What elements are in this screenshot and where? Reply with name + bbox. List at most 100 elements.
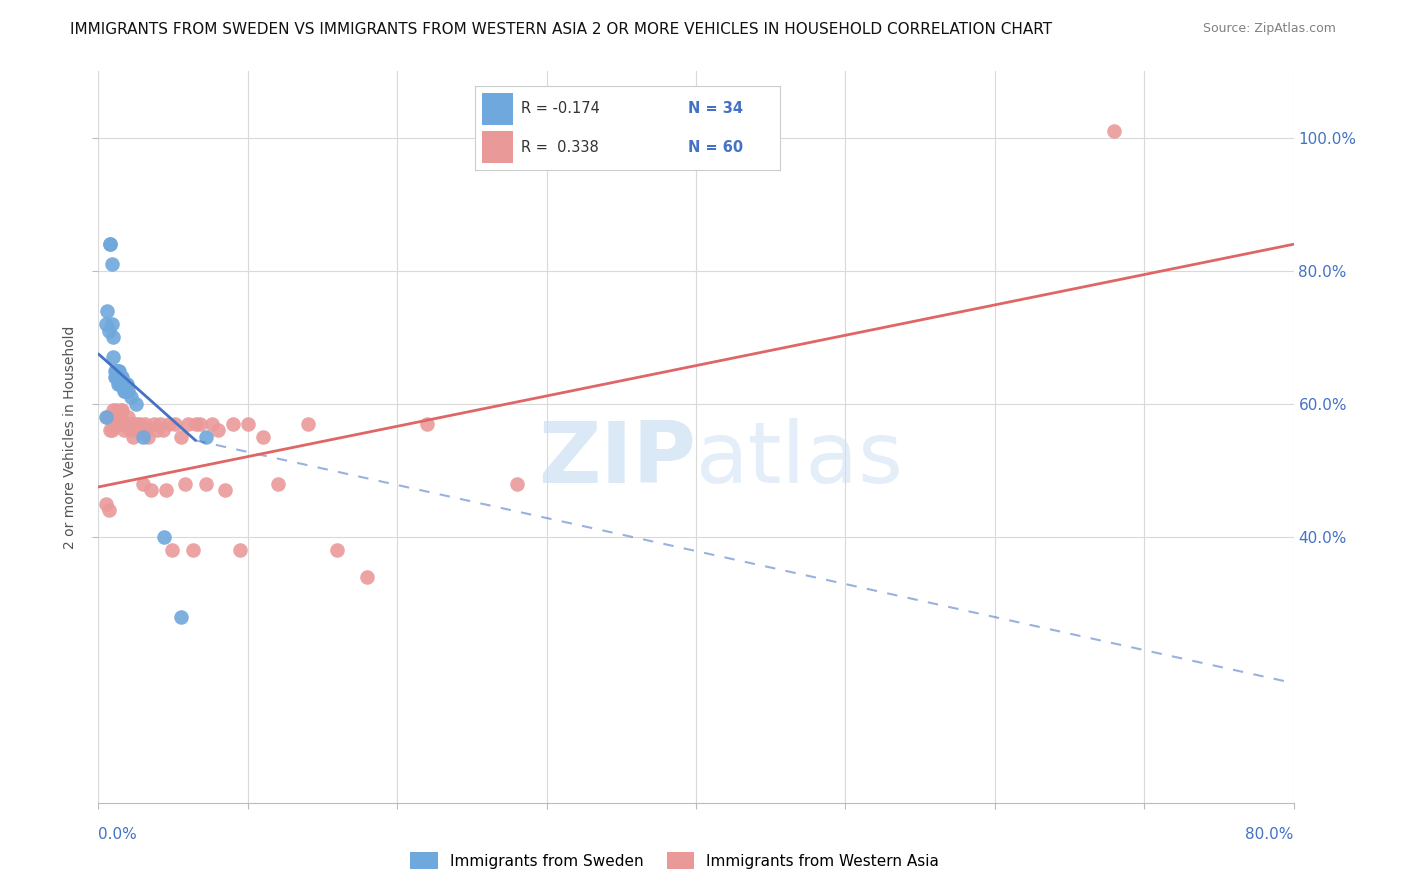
Point [105, 403, 128, 417]
Point [117, 410, 139, 425]
Point [132, 476, 155, 491]
Point [267, 476, 290, 491]
Point [115, 376, 138, 391]
Point [356, 570, 378, 584]
Point [153, 530, 176, 544]
Point [101, 424, 124, 438]
Point [134, 417, 156, 431]
Point [111, 403, 134, 417]
Point [163, 417, 186, 431]
Point [188, 417, 211, 431]
Point [111, 376, 134, 391]
Point [177, 417, 200, 431]
Point [112, 424, 135, 438]
Point [169, 609, 191, 624]
Point [195, 476, 218, 491]
Point [155, 483, 177, 498]
Point [108, 417, 131, 431]
Point [169, 430, 191, 444]
Y-axis label: 2 or more Vehicles in Household: 2 or more Vehicles in Household [63, 326, 77, 549]
Point [104, 370, 127, 384]
Point [110, 370, 132, 384]
Text: Source: ZipAtlas.com: Source: ZipAtlas.com [1202, 22, 1336, 36]
Point [105, 363, 128, 377]
Point [101, 257, 124, 271]
Point [131, 424, 153, 438]
Point [214, 483, 236, 498]
Text: atlas: atlas [696, 417, 904, 500]
Point [107, 376, 129, 391]
Point [120, 390, 142, 404]
Point [112, 376, 135, 391]
Point [115, 417, 138, 431]
Point [107, 370, 129, 384]
Point [229, 543, 252, 558]
Point [96, 410, 118, 425]
Point [112, 417, 135, 431]
Point [107, 363, 129, 377]
Point [125, 397, 148, 411]
Point [145, 424, 167, 438]
Point [100, 237, 122, 252]
Point [120, 417, 142, 431]
Point [506, 476, 529, 491]
Point [110, 403, 132, 417]
Point [94, 410, 117, 425]
Point [104, 417, 127, 431]
Point [174, 476, 197, 491]
Point [108, 363, 131, 377]
Point [297, 417, 319, 431]
Text: ZIP: ZIP [538, 417, 696, 500]
Point [195, 430, 218, 444]
Point [157, 417, 180, 431]
Point [127, 417, 149, 431]
Point [222, 417, 245, 431]
Point [103, 330, 125, 344]
Point [124, 417, 146, 431]
Point [100, 424, 122, 438]
Point [207, 424, 229, 438]
Point [97, 324, 120, 338]
Point [94, 497, 117, 511]
Text: IMMIGRANTS FROM SWEDEN VS IMMIGRANTS FROM WESTERN ASIA 2 OR MORE VEHICLES IN HOU: IMMIGRANTS FROM SWEDEN VS IMMIGRANTS FRO… [70, 22, 1053, 37]
Point [96, 303, 118, 318]
Point [100, 237, 122, 252]
Point [1104, 124, 1126, 138]
Point [160, 543, 183, 558]
Point [111, 370, 134, 384]
Point [108, 376, 131, 391]
Legend: Immigrants from Sweden, Immigrants from Western Asia: Immigrants from Sweden, Immigrants from … [405, 846, 945, 875]
Point [105, 370, 128, 384]
Point [139, 483, 162, 498]
Point [326, 543, 349, 558]
Point [201, 417, 224, 431]
Point [129, 417, 152, 431]
Point [112, 384, 135, 398]
Point [184, 417, 207, 431]
Point [103, 351, 125, 365]
Point [416, 417, 439, 431]
Point [94, 317, 117, 331]
Point [110, 376, 132, 391]
Point [103, 403, 125, 417]
Point [236, 417, 259, 431]
Point [117, 384, 139, 398]
Point [181, 543, 204, 558]
Point [114, 384, 136, 398]
Point [104, 363, 127, 377]
Point [142, 417, 165, 431]
Point [132, 430, 155, 444]
Point [121, 430, 143, 444]
Point [128, 424, 150, 438]
Point [149, 417, 172, 431]
Point [101, 317, 124, 331]
Text: 80.0%: 80.0% [1246, 827, 1294, 841]
Point [114, 417, 136, 431]
Point [97, 503, 120, 517]
Point [135, 424, 157, 438]
Point [125, 424, 148, 438]
Text: 0.0%: 0.0% [98, 827, 138, 841]
Point [136, 430, 159, 444]
Point [252, 430, 274, 444]
Point [107, 410, 129, 425]
